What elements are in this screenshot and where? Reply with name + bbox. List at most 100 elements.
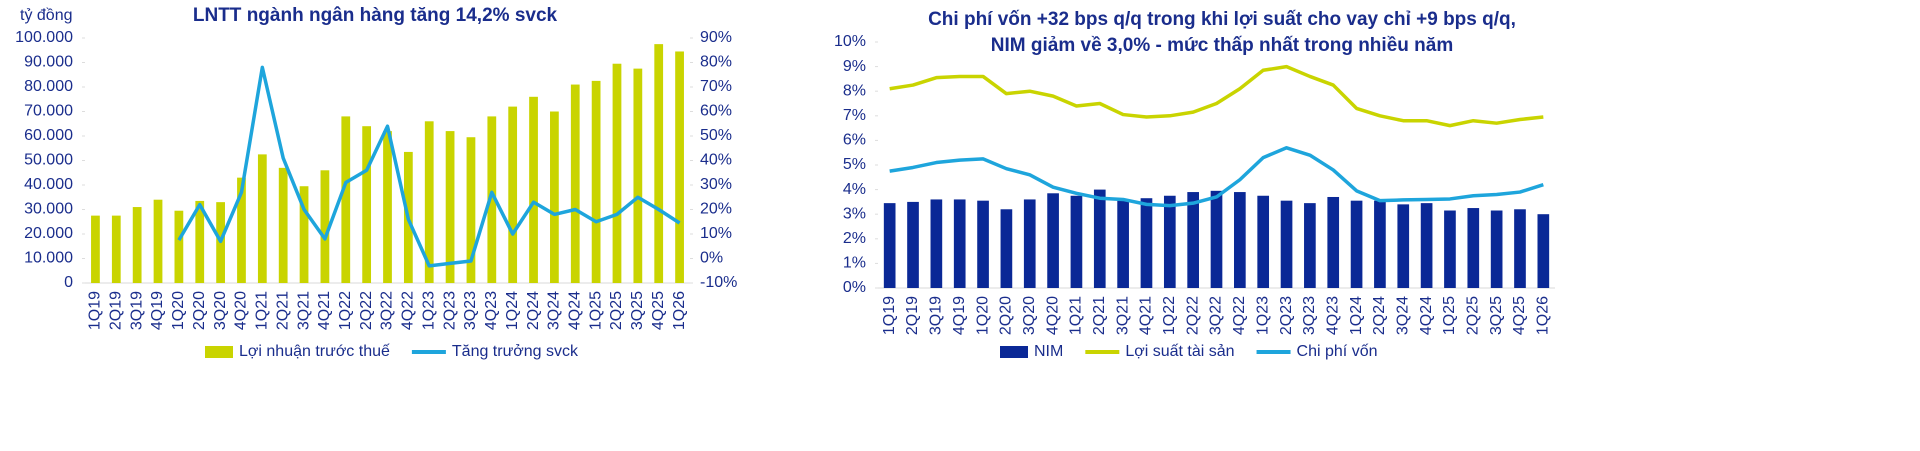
bar (1140, 198, 1153, 288)
bar (1070, 195, 1083, 288)
bar (1187, 192, 1199, 288)
legend-label: Chi phí vốn (1297, 343, 1378, 360)
bar (424, 121, 434, 283)
x-tick-label: 1Q25 (1441, 296, 1458, 335)
x-tick-label: 3Q23 (1301, 296, 1318, 335)
x-tick-label: 2Q21 (1091, 296, 1108, 335)
y-tick-label: 30.000 (24, 201, 73, 218)
bar (299, 186, 309, 283)
y2-tick-label: 70% (700, 78, 732, 95)
line (889, 146, 1544, 208)
bar (907, 201, 919, 288)
x-tick-label: 4Q24 (566, 291, 583, 330)
bar (1444, 210, 1456, 288)
x-tick-label: 4Q24 (1418, 296, 1435, 335)
bar (278, 167, 288, 283)
x-tick-label: 1Q25 (587, 291, 604, 330)
bar (1210, 190, 1223, 288)
bar (445, 131, 455, 283)
bar (362, 126, 372, 283)
legend-label: NIM (1034, 343, 1063, 360)
y-tick-label: 40.000 (24, 176, 73, 193)
x-tick-label: 4Q19 (149, 291, 166, 330)
x-tick-label: 3Q20 (212, 291, 229, 330)
x-tick-label: 4Q20 (1044, 296, 1061, 335)
y2-tick-label: 80% (700, 54, 732, 71)
bar (174, 210, 184, 283)
line (889, 64, 1544, 128)
x-tick-label: 2Q24 (1371, 296, 1388, 335)
x-tick-label: 1Q22 (337, 291, 354, 330)
x-tick-label: 4Q21 (1138, 296, 1155, 335)
bar (257, 154, 267, 283)
y-tick-label: 3% (843, 205, 866, 222)
bar (466, 137, 476, 283)
bar (1514, 209, 1526, 288)
y-tick-label: 2% (843, 230, 866, 247)
y2-tick-label: -10% (700, 274, 737, 291)
bar (91, 215, 100, 283)
y-tick-label: 6% (843, 132, 866, 149)
x-tick-label: 1Q26 (1535, 296, 1552, 335)
bar (1117, 200, 1129, 288)
y-tick-label: 70.000 (24, 103, 73, 120)
bar (953, 199, 966, 288)
y2-tick-label: 30% (700, 176, 732, 193)
legend-label: Tăng trưởng svck (452, 343, 579, 360)
legend-label: Lợi nhuận trước thuế (239, 343, 390, 360)
x-tick-label: 4Q20 (233, 291, 250, 330)
x-tick-label: 4Q22 (1231, 296, 1248, 335)
y2-tick-label: 90% (700, 29, 732, 46)
bar (237, 177, 246, 283)
y-tick-label: 1% (843, 255, 866, 272)
y2-tick-label: 10% (700, 225, 732, 242)
x-tick-label: 1Q21 (1068, 296, 1085, 335)
x-tick-label: 1Q22 (1161, 296, 1178, 335)
y-tick-label: 8% (843, 82, 866, 99)
x-tick-label: 1Q23 (420, 291, 437, 330)
bar (930, 199, 943, 288)
chart-title: NIM giảm về 3,0% - mức thấp nhất trong n… (991, 35, 1453, 56)
bar (1280, 200, 1293, 288)
x-tick-label: 1Q26 (671, 291, 688, 330)
bar (132, 207, 142, 283)
x-tick-label: 2Q20 (191, 291, 208, 330)
bar (529, 96, 538, 283)
y-tick-label: 50.000 (24, 152, 73, 169)
x-tick-label: 3Q19 (928, 296, 945, 335)
bar (153, 199, 163, 283)
bar (550, 111, 559, 283)
x-tick-label: 2Q19 (108, 291, 125, 330)
bar (1257, 195, 1270, 288)
x-tick-label: 4Q25 (1511, 296, 1528, 335)
x-tick-label: 3Q24 (546, 291, 563, 330)
x-tick-label: 4Q23 (1324, 296, 1341, 335)
legend-swatch (1000, 346, 1028, 358)
y2-tick-label: 20% (700, 201, 732, 218)
x-tick-label: 3Q23 (462, 291, 479, 330)
y2-tick-label: 0% (700, 250, 723, 267)
bar (487, 116, 497, 284)
y-tick-label: 80.000 (24, 78, 73, 95)
x-tick-label: 2Q22 (1184, 296, 1201, 335)
legend-swatch (205, 346, 233, 358)
x-tick-label: 3Q25 (1488, 296, 1505, 335)
x-tick-label: 2Q19 (904, 296, 921, 335)
bar (591, 80, 601, 283)
bar (1163, 195, 1176, 288)
x-tick-label: 2Q25 (1465, 296, 1482, 335)
x-tick-label: 2Q21 (274, 291, 291, 330)
x-tick-label: 4Q22 (400, 291, 417, 330)
y-tick-label: 60.000 (24, 127, 73, 144)
x-tick-label: 2Q23 (1278, 296, 1295, 335)
y2-tick-label: 40% (700, 152, 732, 169)
chart-title: Chi phí vốn +32 bps q/q trong khi lợi su… (928, 9, 1516, 30)
y-axis-label: tỷ đồng (20, 7, 72, 24)
x-tick-label: 1Q20 (974, 296, 991, 335)
bar (1234, 192, 1246, 288)
y-tick-label: 0 (64, 274, 73, 291)
y-tick-label: 10.000 (24, 250, 73, 267)
bar (320, 170, 330, 283)
x-tick-label: 1Q20 (170, 291, 187, 330)
x-tick-label: 1Q19 (87, 291, 104, 330)
